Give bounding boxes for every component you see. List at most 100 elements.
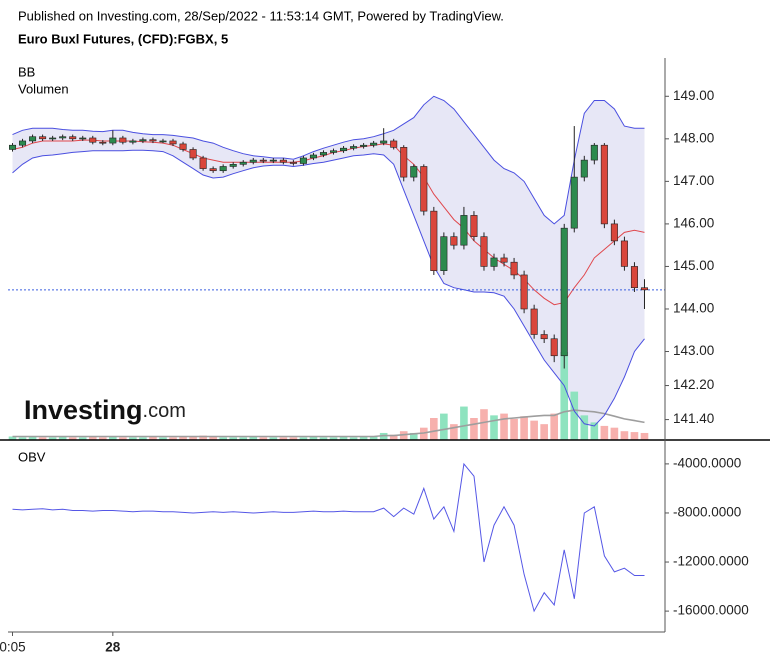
instrument-title: Euro Buxl Futures, (CFD):FGBX, 5 [18,31,228,46]
candle-body [79,137,87,140]
volume-bar [520,416,528,440]
volume-bar [259,437,268,440]
volume-bar [199,435,207,440]
y-tick-label: -4000.0000 [673,455,741,470]
volume-bar [349,437,358,440]
volume-bar [98,437,107,440]
candle-body [239,161,247,165]
volume-bar [389,434,398,440]
y-tick-label: -8000.0000 [673,505,741,520]
volume-bar [38,437,47,440]
candle-body [480,236,488,267]
volume-bar [319,437,328,440]
volume-bar [159,437,167,440]
volume-bar [269,437,278,440]
y-tick-label: 146.00 [673,215,714,230]
candle-body [9,144,17,150]
candle-body [19,140,27,146]
volume-bar [379,432,388,440]
legend-label: OBV [18,449,46,464]
volume-bar [18,437,27,440]
volume-bar [620,431,629,440]
volume-bar [189,436,197,440]
volume-bar [630,432,639,440]
volume-bar [339,436,348,440]
candle-body [490,257,498,267]
candle-body [340,147,348,152]
candle-body [380,140,388,144]
volume-bar [580,415,589,440]
candle-body [420,166,428,212]
volume-bar [359,436,368,440]
y-tick-label: 147.00 [673,173,714,188]
volume-bar [610,427,619,440]
bb-upper-line [12,95,645,225]
volume-bar [28,436,37,440]
y-tick-label: -16000.0000 [673,603,749,618]
volume-bar [249,436,258,440]
candle-body [139,139,147,142]
candle-body [620,240,628,267]
candle-body [309,154,317,159]
volume-bar [369,436,378,440]
candle-body [119,137,127,143]
candle-body [169,140,177,145]
y-tick-label: 143.00 [673,343,714,358]
candle-body [550,338,558,357]
volume-bar [480,409,488,440]
volume-bar [490,415,498,440]
candle-body [570,176,578,229]
band-fill [12,96,645,427]
volume-bar [149,436,157,440]
volume-bar [239,437,248,440]
volume-bar [419,427,428,440]
candle-body [179,143,187,150]
volume-bar [440,413,448,440]
candle-body [610,223,618,242]
bb-middle-line [12,139,645,306]
candle-body [370,142,378,146]
volume-bar [68,437,77,440]
volume-bar [570,391,579,440]
candle-body [590,144,598,161]
candle-body [39,136,47,140]
candle-body [89,137,97,143]
candle-body [530,308,538,335]
candle-body [560,227,568,357]
candle-body [440,236,448,271]
candle-body [249,159,257,163]
candle-body [510,261,518,276]
volume-bar [48,437,57,440]
candle-body [99,141,107,144]
x-tick-label: 0:05 [0,640,26,655]
candle-body [640,287,648,291]
bb-lower-line [12,149,645,427]
volume-bar [500,413,508,440]
candle-body [630,266,638,289]
y-tick-label: 144.00 [673,301,714,316]
volume-bar [560,352,569,440]
candle-body [450,236,458,246]
candle-body [500,257,508,263]
logo: Investing.com [24,395,186,425]
volume-bar [460,406,468,440]
volume-bar [470,418,478,440]
volume-bar [179,436,187,440]
candle-body [199,157,207,169]
candle-body [540,334,548,340]
candle-body [350,146,358,149]
y-tick-label: 141.40 [673,411,714,426]
volume-bar [399,431,408,440]
volume-bar [309,436,318,440]
volume-bar [640,432,649,440]
candle-body [159,140,167,143]
y-tick-label: 149.00 [673,88,714,103]
legend-label: Volumen [18,81,69,96]
candle-body [219,166,227,172]
volume-bar [450,424,458,440]
volume-bar [8,436,17,440]
volume-bar [600,425,609,440]
volume-bar [430,418,438,440]
obv-line [12,462,645,613]
candle-body [129,140,137,143]
